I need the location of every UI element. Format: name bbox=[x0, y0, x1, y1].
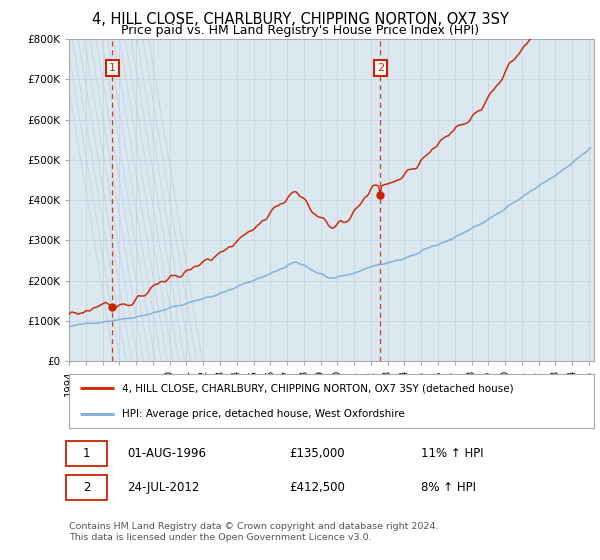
Text: HPI: Average price, detached house, West Oxfordshire: HPI: Average price, detached house, West… bbox=[121, 409, 404, 418]
Text: 4, HILL CLOSE, CHARLBURY, CHIPPING NORTON, OX7 3SY: 4, HILL CLOSE, CHARLBURY, CHIPPING NORTO… bbox=[92, 12, 508, 27]
Text: 11% ↑ HPI: 11% ↑ HPI bbox=[421, 446, 484, 460]
Text: Contains HM Land Registry data © Crown copyright and database right 2024.
This d: Contains HM Land Registry data © Crown c… bbox=[69, 522, 439, 542]
Text: Price paid vs. HM Land Registry's House Price Index (HPI): Price paid vs. HM Land Registry's House … bbox=[121, 24, 479, 36]
Text: 1: 1 bbox=[109, 63, 116, 73]
Text: 1: 1 bbox=[83, 446, 91, 460]
Text: £135,000: £135,000 bbox=[290, 446, 345, 460]
Text: 4, HILL CLOSE, CHARLBURY, CHIPPING NORTON, OX7 3SY (detached house): 4, HILL CLOSE, CHARLBURY, CHIPPING NORTO… bbox=[121, 384, 513, 393]
Text: 24-JUL-2012: 24-JUL-2012 bbox=[127, 481, 199, 494]
FancyBboxPatch shape bbox=[67, 475, 107, 500]
Text: 01-AUG-1996: 01-AUG-1996 bbox=[127, 446, 206, 460]
Text: 8% ↑ HPI: 8% ↑ HPI bbox=[421, 481, 476, 494]
Text: 2: 2 bbox=[83, 481, 91, 494]
Text: 2: 2 bbox=[377, 63, 384, 73]
FancyBboxPatch shape bbox=[67, 441, 107, 465]
Text: £412,500: £412,500 bbox=[290, 481, 346, 494]
